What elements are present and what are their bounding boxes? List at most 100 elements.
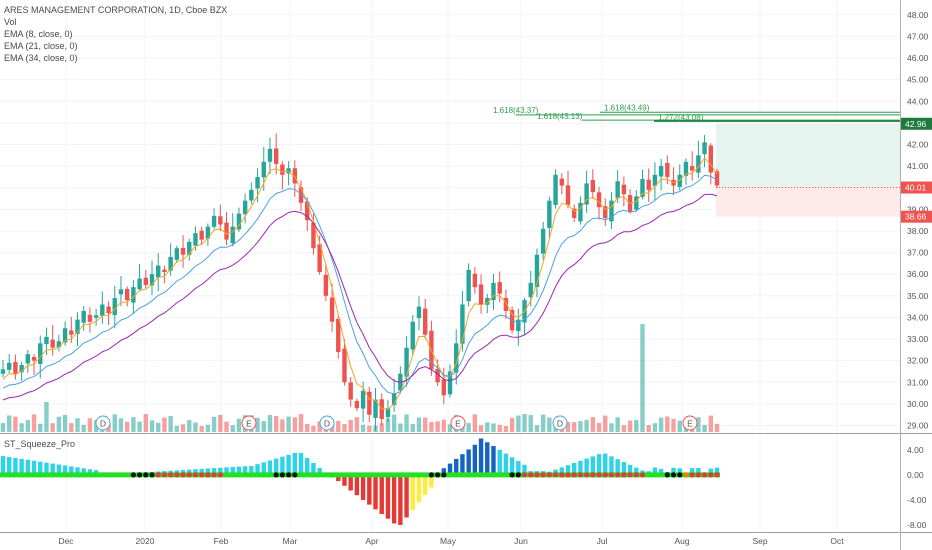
candle bbox=[62, 328, 68, 343]
volume-bar bbox=[447, 424, 453, 432]
squeeze-dot bbox=[168, 472, 174, 478]
candle bbox=[25, 354, 31, 364]
candle bbox=[143, 277, 148, 286]
price-tick-label: 31.00 bbox=[907, 377, 929, 387]
price-tick-label: 45.00 bbox=[907, 75, 929, 85]
price-tick-label: 36.00 bbox=[907, 269, 929, 279]
time-tick-label: 2020 bbox=[136, 536, 155, 546]
volume-bar bbox=[124, 421, 130, 432]
loss-zone bbox=[716, 185, 900, 217]
volume-bar bbox=[93, 420, 99, 432]
squeeze-bar bbox=[280, 456, 285, 475]
volume-bar bbox=[75, 418, 80, 432]
squeeze-dots bbox=[130, 472, 720, 478]
squeeze-bar bbox=[31, 460, 37, 475]
candle bbox=[112, 297, 117, 316]
squeeze-bar bbox=[69, 466, 74, 475]
squeeze-bar bbox=[590, 456, 596, 475]
event-marker: D bbox=[95, 415, 111, 431]
candle bbox=[193, 233, 198, 246]
squeeze-dot bbox=[279, 472, 285, 478]
indicator-tick-label: -8.00 bbox=[907, 520, 927, 530]
squeeze-dot bbox=[621, 472, 627, 478]
ema34-line bbox=[2, 193, 718, 401]
candle bbox=[696, 155, 701, 173]
squeeze-bar bbox=[348, 474, 353, 491]
event-marker: E bbox=[450, 415, 466, 431]
ema8-legend[interactable]: EMA (8, close, 0) bbox=[4, 29, 73, 39]
event-marker-label: D bbox=[100, 419, 106, 429]
candle bbox=[180, 247, 186, 255]
volume-bar bbox=[236, 418, 242, 432]
candle bbox=[242, 200, 248, 215]
squeeze-bar bbox=[218, 467, 223, 475]
symbol-title[interactable]: ARES MANAGEMENT CORPORATION, 1D, Cboe BZ… bbox=[4, 5, 228, 15]
squeeze-bar bbox=[454, 458, 459, 475]
ema21-line bbox=[2, 174, 718, 395]
squeeze-bar bbox=[249, 466, 254, 475]
squeeze-dot bbox=[186, 472, 192, 478]
candle bbox=[168, 256, 173, 271]
volume-bar bbox=[665, 416, 670, 432]
squeeze-bar bbox=[466, 449, 471, 475]
candle bbox=[422, 308, 428, 335]
squeeze-bar bbox=[410, 474, 415, 510]
volume-bar bbox=[398, 423, 403, 432]
candle bbox=[298, 187, 304, 203]
squeeze-bar bbox=[584, 458, 589, 475]
fib-extensions: 1.618(43.37)1.618(43.13) 1.618(43.49) 1.27… bbox=[493, 103, 900, 122]
event-marker: D bbox=[319, 415, 335, 431]
candle bbox=[435, 368, 440, 383]
squeeze-dot bbox=[143, 472, 149, 478]
volume-bar bbox=[131, 417, 136, 432]
candle bbox=[373, 399, 378, 418]
squeeze-bar bbox=[75, 467, 80, 475]
ema21-legend[interactable]: EMA (21, close, 0) bbox=[4, 41, 78, 51]
candle bbox=[454, 343, 459, 373]
squeeze-bar bbox=[267, 460, 273, 475]
vol-legend[interactable]: Vol bbox=[4, 17, 17, 27]
volume-bar bbox=[516, 415, 521, 432]
price-tick-label: 39.00 bbox=[907, 204, 929, 214]
volume-bar bbox=[0, 423, 6, 432]
squeeze-bar bbox=[0, 456, 6, 475]
indicator-legend[interactable]: ST_Squeeze_Pro bbox=[4, 439, 76, 449]
volume-bar bbox=[671, 418, 676, 432]
squeeze-bar bbox=[199, 468, 204, 475]
candle bbox=[441, 379, 447, 396]
volume-bar bbox=[708, 415, 713, 432]
candle bbox=[565, 185, 571, 206]
squeeze-bar bbox=[38, 461, 43, 475]
candle bbox=[305, 201, 310, 221]
volume-bar bbox=[429, 421, 434, 432]
candle bbox=[559, 178, 564, 186]
stop-price-tag-bg bbox=[901, 210, 932, 223]
squeeze-bar bbox=[565, 465, 571, 475]
squeeze-bar bbox=[193, 469, 198, 475]
squeeze-bar bbox=[7, 456, 12, 475]
event-marker-circle bbox=[95, 415, 111, 431]
candle bbox=[199, 230, 204, 240]
candle bbox=[44, 336, 49, 345]
squeeze-dot bbox=[211, 472, 217, 478]
target-price-tag: 42.96 bbox=[901, 117, 932, 130]
squeeze-dot bbox=[180, 472, 186, 478]
volume-bar bbox=[435, 421, 440, 432]
squeeze-dot bbox=[552, 472, 559, 478]
ema34-legend[interactable]: EMA (34, close, 0) bbox=[4, 53, 78, 63]
candle bbox=[224, 222, 229, 240]
volume-bar bbox=[87, 418, 93, 432]
candle bbox=[280, 164, 285, 175]
squeeze-bar bbox=[652, 467, 658, 475]
squeeze-bar bbox=[485, 442, 490, 475]
price-axis: 48.0047.0046.0045.0044.0043.0042.0041.00… bbox=[907, 10, 929, 431]
volume-bar bbox=[385, 418, 391, 432]
time-tick-label: Dec bbox=[58, 536, 74, 546]
candle bbox=[714, 171, 720, 186]
volume-bar bbox=[187, 420, 192, 432]
time-tick-label: Feb bbox=[214, 536, 229, 546]
candle bbox=[596, 192, 602, 208]
squeeze-dot bbox=[689, 472, 695, 478]
squeeze-bar bbox=[50, 463, 55, 475]
